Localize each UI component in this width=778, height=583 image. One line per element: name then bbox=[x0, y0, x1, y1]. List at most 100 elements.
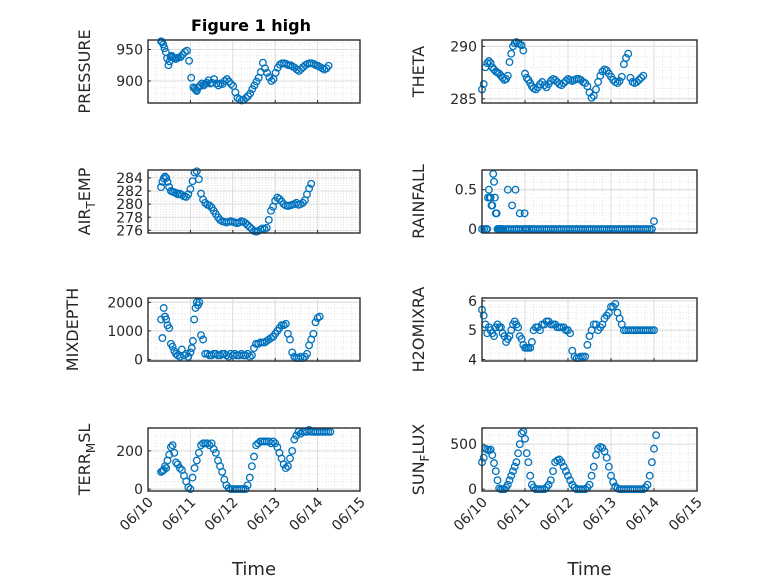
data-point bbox=[561, 467, 570, 476]
data-point bbox=[168, 441, 177, 450]
data-point bbox=[188, 337, 197, 345]
data-point bbox=[526, 471, 535, 480]
data-point bbox=[286, 335, 294, 344]
data-point bbox=[243, 221, 252, 230]
x-tick-label: 06/10 bbox=[451, 495, 491, 535]
subplot-5: 0 1000 2000 MIXDEPTH bbox=[63, 288, 361, 371]
y-tick-label: 0 bbox=[134, 482, 143, 498]
data-point bbox=[190, 315, 199, 324]
x-tick-label: 06/12 bbox=[537, 495, 577, 535]
data-point bbox=[186, 348, 195, 357]
data-point bbox=[602, 453, 611, 462]
data-point bbox=[190, 464, 199, 473]
data-point bbox=[271, 68, 280, 77]
data-point bbox=[196, 81, 205, 90]
data-point bbox=[517, 41, 526, 50]
data-point bbox=[650, 326, 658, 335]
data-point bbox=[305, 184, 314, 193]
data-point bbox=[163, 177, 172, 186]
data-point bbox=[583, 340, 592, 349]
data-point bbox=[197, 79, 206, 88]
data-point bbox=[286, 454, 294, 463]
data-point bbox=[540, 485, 549, 494]
data-point bbox=[486, 193, 495, 202]
data-point bbox=[486, 445, 495, 454]
data-point bbox=[214, 81, 223, 90]
data-point bbox=[589, 462, 598, 471]
data-point bbox=[162, 315, 171, 324]
data-point bbox=[531, 85, 540, 94]
y-tick-label: 200 bbox=[116, 444, 143, 460]
data-point bbox=[536, 80, 544, 89]
data-point bbox=[269, 437, 278, 446]
data-point bbox=[490, 193, 499, 202]
data-point bbox=[490, 177, 498, 186]
data-point bbox=[490, 459, 498, 468]
subplot-4: 0 0.5 RAINFALL bbox=[409, 164, 698, 239]
data-point bbox=[250, 452, 258, 461]
data-point bbox=[522, 449, 531, 458]
data-point bbox=[581, 485, 590, 494]
data-point bbox=[505, 476, 514, 485]
data-point bbox=[186, 485, 195, 494]
data-point bbox=[187, 73, 196, 82]
data-point bbox=[281, 464, 290, 473]
subplot-6: 4 5 6 H2OMIXRA bbox=[409, 287, 698, 372]
data-point bbox=[199, 335, 208, 344]
data-point bbox=[185, 56, 194, 65]
data-point bbox=[265, 73, 274, 82]
data-point bbox=[245, 223, 254, 232]
data-point bbox=[519, 46, 528, 55]
data-point bbox=[581, 352, 590, 361]
data-point bbox=[492, 209, 501, 218]
data-point bbox=[632, 78, 641, 86]
axes-frame bbox=[481, 39, 698, 104]
subplot-2: 285 290 THETA bbox=[409, 38, 698, 108]
data-point bbox=[220, 77, 229, 85]
data-point bbox=[290, 435, 299, 444]
data-point bbox=[172, 458, 180, 467]
y-axis-label: AIRTEMP bbox=[75, 167, 98, 235]
y-tick-label: 950 bbox=[116, 42, 143, 58]
data-point bbox=[209, 445, 218, 453]
data-point bbox=[647, 458, 656, 467]
data-point bbox=[617, 72, 626, 81]
data-point bbox=[559, 462, 568, 471]
y-tick-label: 5 bbox=[468, 323, 477, 339]
data-point bbox=[176, 53, 185, 61]
data-point bbox=[262, 223, 271, 232]
data-point bbox=[546, 320, 555, 329]
data-point bbox=[288, 446, 297, 455]
data-point bbox=[544, 480, 553, 489]
data-point bbox=[283, 462, 292, 471]
data-point bbox=[271, 439, 280, 448]
data-point bbox=[315, 312, 324, 321]
data-point bbox=[192, 167, 201, 176]
subplot-7: 0 200 06/10 06/11 06/12 06/13 06/14 06/15 Time TE… bbox=[75, 424, 369, 580]
y-tick-label: 0.5 bbox=[455, 183, 477, 199]
x-tick-label: 06/14 bbox=[623, 494, 663, 534]
data-point bbox=[250, 344, 258, 353]
data-point bbox=[241, 485, 250, 494]
data-point bbox=[522, 73, 531, 82]
y-tick-label: 0 bbox=[468, 222, 477, 238]
data-point bbox=[579, 352, 587, 361]
data-point bbox=[203, 439, 212, 448]
data-point bbox=[211, 448, 220, 457]
data-point bbox=[503, 185, 512, 194]
data-point bbox=[165, 324, 174, 333]
data-point bbox=[511, 185, 520, 194]
data-point bbox=[210, 75, 219, 84]
axes-background bbox=[481, 297, 698, 362]
y-tick-label: 282 bbox=[116, 184, 143, 200]
y-tick-label: 290 bbox=[450, 39, 477, 55]
x-tick-label: 06/13 bbox=[580, 495, 620, 535]
data-point bbox=[512, 458, 521, 467]
y-axis-label: SUNFLUX bbox=[409, 424, 432, 496]
data-point bbox=[596, 71, 605, 80]
data-point bbox=[188, 473, 197, 482]
data-point bbox=[546, 476, 555, 485]
data-point bbox=[205, 201, 214, 210]
x-tick-label: 06/13 bbox=[244, 495, 284, 535]
